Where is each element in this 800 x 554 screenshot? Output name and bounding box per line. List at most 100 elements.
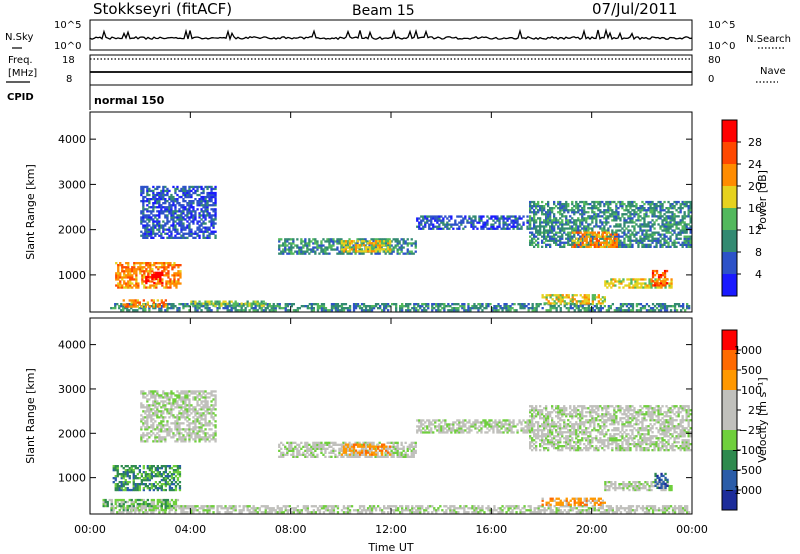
data-cell xyxy=(160,212,163,215)
data-cell xyxy=(132,303,135,306)
data-cell xyxy=(585,298,588,301)
data-cell xyxy=(180,234,183,237)
data-cell xyxy=(529,215,532,218)
data-cell xyxy=(637,239,640,242)
data-cell xyxy=(117,286,120,289)
data-cell xyxy=(174,234,177,237)
data-cell xyxy=(200,505,203,508)
data-cell xyxy=(649,211,652,214)
data-cell xyxy=(256,511,259,514)
data-cell xyxy=(627,309,631,312)
data-cell xyxy=(493,507,496,510)
data-cell xyxy=(184,228,187,231)
data-cell xyxy=(210,189,213,193)
data-cell xyxy=(368,505,372,508)
data-cell xyxy=(302,305,305,308)
data-cell xyxy=(529,227,532,230)
data-cell xyxy=(300,238,303,241)
data-cell xyxy=(168,488,172,492)
data-cell xyxy=(553,511,556,514)
data-cell xyxy=(178,307,181,310)
data-cell xyxy=(585,237,588,240)
data-cell xyxy=(591,294,594,297)
data-cell xyxy=(601,229,604,232)
data-cell xyxy=(583,245,586,248)
data-cell xyxy=(581,200,584,204)
data-cell xyxy=(156,465,159,468)
data-cell xyxy=(192,187,195,191)
data-cell xyxy=(416,219,419,222)
data-cell xyxy=(374,305,378,308)
data-cell xyxy=(651,225,654,228)
data-cell xyxy=(629,213,632,216)
data-cell xyxy=(422,227,425,230)
data-cell xyxy=(617,213,620,216)
data-cell xyxy=(138,307,141,310)
data-cell xyxy=(599,209,602,212)
data-cell xyxy=(212,230,215,233)
data-cell xyxy=(539,205,542,208)
data-cell xyxy=(190,220,193,223)
data-cell xyxy=(306,505,309,508)
data-cell xyxy=(623,219,626,222)
data-cell xyxy=(671,219,674,222)
data-cell xyxy=(162,224,165,227)
data-cell xyxy=(296,244,299,247)
data-cell xyxy=(174,208,177,211)
data-cell xyxy=(338,240,341,243)
data-cell xyxy=(208,204,211,207)
data-cell xyxy=(274,309,277,312)
data-cell xyxy=(164,477,167,480)
data-cell xyxy=(681,243,684,246)
data-cell xyxy=(509,507,512,510)
data-cell xyxy=(166,210,169,213)
data-cell xyxy=(445,509,448,512)
data-cell xyxy=(563,243,566,246)
data-cell xyxy=(500,215,503,218)
data-cell xyxy=(158,487,161,490)
data-cell xyxy=(492,219,495,222)
data-cell xyxy=(122,511,125,514)
data-cell xyxy=(605,219,608,222)
data-cell xyxy=(661,272,665,275)
data-cell xyxy=(144,230,147,233)
data-cell xyxy=(516,227,519,230)
data-cell xyxy=(409,509,412,512)
data-cell xyxy=(609,209,612,212)
data-cell xyxy=(182,193,185,197)
data-cell xyxy=(132,479,135,482)
data-cell xyxy=(171,264,174,267)
data-cell xyxy=(212,195,215,199)
data-cell xyxy=(593,233,596,236)
data-cell xyxy=(362,509,366,512)
data-cell xyxy=(424,225,427,228)
data-cell xyxy=(152,230,155,233)
data-cell xyxy=(141,270,144,273)
data-cell xyxy=(150,216,153,219)
data-cell xyxy=(573,231,576,234)
data-cell xyxy=(306,509,309,512)
data-cell xyxy=(143,284,146,287)
data-cell xyxy=(661,209,664,212)
data-cell xyxy=(152,220,155,223)
data-cell xyxy=(529,241,532,244)
data-cell xyxy=(148,305,151,308)
data-cell xyxy=(156,187,159,191)
data-cell xyxy=(125,270,128,273)
data-cell xyxy=(202,234,205,237)
data-cell xyxy=(487,305,490,308)
data-cell xyxy=(502,223,505,226)
data-cell xyxy=(162,198,165,201)
data-cell xyxy=(381,309,384,312)
data-cell xyxy=(431,307,434,310)
data-cell xyxy=(507,307,510,310)
data-cell xyxy=(611,211,614,214)
data-cell xyxy=(549,509,552,512)
data-cell xyxy=(627,303,631,306)
data-cell xyxy=(164,309,167,312)
data-cell xyxy=(340,305,344,308)
data-cell xyxy=(320,307,324,310)
data-cell xyxy=(182,236,185,239)
data-cell xyxy=(405,305,408,308)
data-cell xyxy=(372,307,376,310)
